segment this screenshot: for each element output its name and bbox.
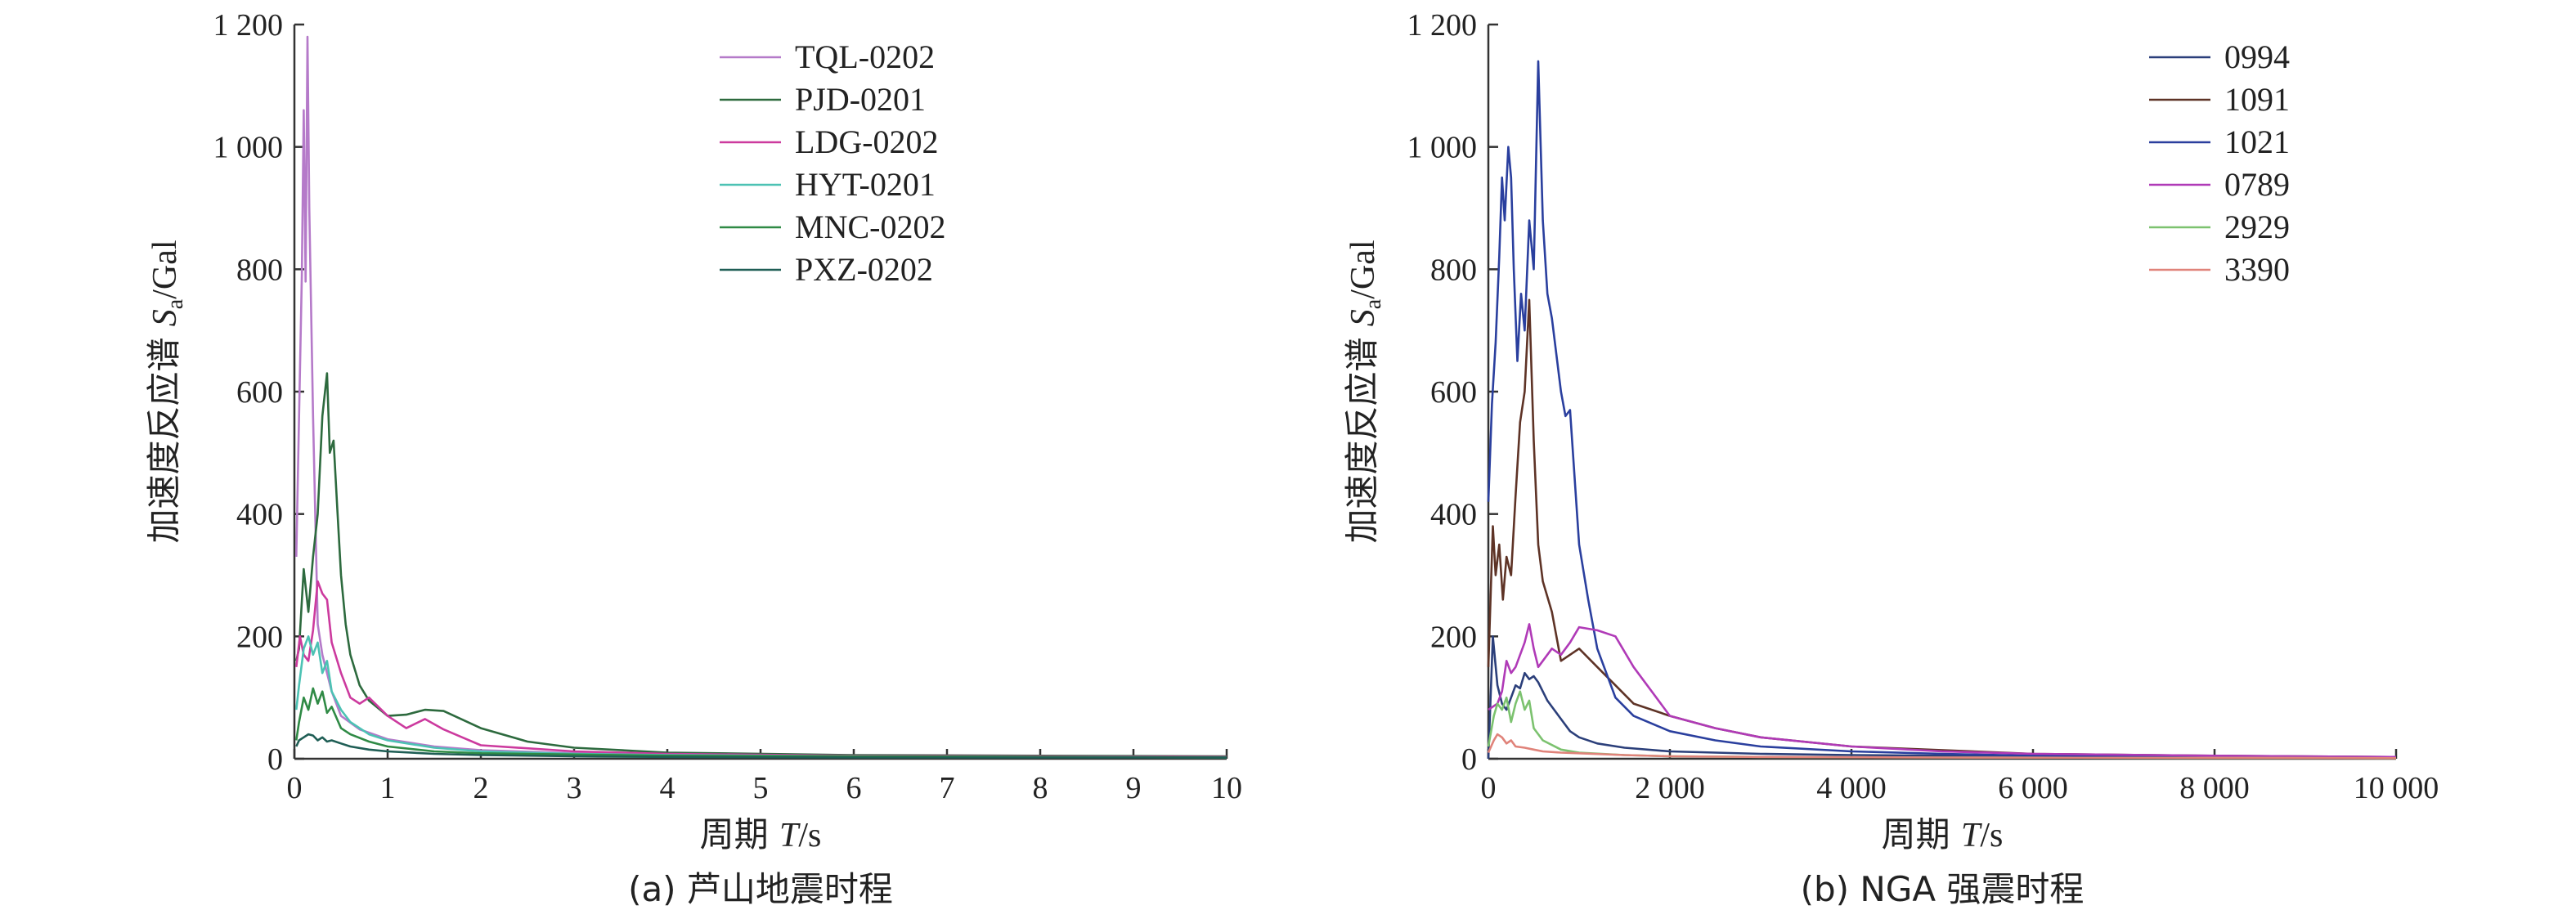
y-tick-label: 0 — [1461, 742, 1477, 777]
y-tick-label: 1 000 — [1407, 131, 1478, 165]
chart-panel-a: 0 1 2 3 4 5 6 7 8 9 10 0 200 400 600 800 1 000 1 200 TQL-0… — [144, 8, 1242, 909]
panel-caption: (b) NGA 强震时程 — [1801, 869, 2085, 909]
series-line-0789 — [1488, 623, 2397, 759]
series-line-MNC-0202 — [295, 687, 1227, 759]
x-tick-label: 10 000 — [2354, 771, 2439, 805]
x-tick-label: 6 000 — [1998, 771, 2068, 805]
legend-label-TQL-0202: TQL-0202 — [795, 38, 935, 75]
x-tick-label: 9 — [1126, 771, 1142, 805]
panel-caption: (a) 芦山地震时程 — [628, 869, 893, 909]
series-line-HYT-0201 — [295, 634, 1227, 759]
y-tick-label: 600 — [236, 375, 283, 410]
legend-label-PJD-0201: PJD-0201 — [795, 81, 926, 118]
legend-label-PXZ-0202: PXZ-0202 — [795, 251, 933, 288]
legend-label-LDG-0202: LDG-0202 — [795, 123, 939, 160]
legend-label-1091: 1091 — [2224, 81, 2290, 118]
legend-label-1021: 1021 — [2224, 123, 2290, 160]
x-tick-label: 8 — [1033, 771, 1048, 805]
y-tick-label: 200 — [1430, 620, 1477, 654]
y-tick-label: 1 200 — [213, 8, 284, 43]
y-axis-title: 加速度反应谱 Sa/Gal — [1342, 240, 1386, 543]
series-line-LDG-0202 — [295, 580, 1227, 759]
y-tick-label: 400 — [236, 498, 283, 532]
legend-label-0789: 0789 — [2224, 166, 2290, 203]
legend-label-2929: 2929 — [2224, 208, 2290, 245]
y-axis-title: 加速度反应谱 Sa/Gal — [144, 240, 188, 543]
series-line-1091 — [1487, 298, 2397, 759]
x-tick-label: 2 000 — [1635, 771, 1705, 805]
series-line-3390 — [1487, 733, 2397, 760]
x-tick-label: 4 — [660, 771, 675, 805]
series-line-TQL-0202 — [295, 35, 1227, 759]
x-axis-title: 周期 T/s — [700, 814, 822, 854]
x-tick-label: 6 — [846, 771, 862, 805]
legend-label-3390: 3390 — [2224, 251, 2290, 288]
x-tick-label: 2 — [473, 771, 489, 805]
series-line-PJD-0201 — [295, 372, 1227, 758]
x-tick-label: 3 — [567, 771, 582, 805]
legend-label-MNC-0202: MNC-0202 — [795, 208, 945, 245]
x-tick-label: 5 — [753, 771, 769, 805]
y-tick-label: 1 200 — [1407, 8, 1478, 43]
x-tick-label: 7 — [940, 771, 955, 805]
series-line-PXZ-0202 — [295, 733, 1227, 759]
x-tick-label: 0 — [1481, 771, 1497, 805]
series-line-0994 — [1487, 634, 2397, 760]
y-tick-label: 600 — [1430, 375, 1477, 410]
legend-label-0994: 0994 — [2224, 38, 2290, 75]
y-tick-label: 800 — [236, 253, 283, 287]
series-line-1021 — [1487, 60, 2397, 759]
x-tick-label: 4 000 — [1816, 771, 1887, 805]
x-tick-label: 1 — [380, 771, 396, 805]
chart-panel-b: 0 2 000 4 000 6 000 8 000 10 000 0 200 400 600 800… — [1342, 8, 2439, 909]
x-tick-label: 8 000 — [2179, 771, 2250, 805]
y-tick-label: 1 000 — [213, 131, 284, 165]
x-tick-label: 10 — [1211, 771, 1242, 805]
y-tick-label: 800 — [1430, 253, 1477, 287]
legend-label-HYT-0201: HYT-0201 — [795, 166, 936, 203]
x-axis-title: 周期 T/s — [1882, 814, 2004, 854]
y-tick-label: 200 — [236, 620, 283, 654]
y-tick-label: 400 — [1430, 498, 1477, 532]
y-tick-label: 0 — [267, 742, 283, 777]
x-tick-label: 0 — [287, 771, 303, 805]
